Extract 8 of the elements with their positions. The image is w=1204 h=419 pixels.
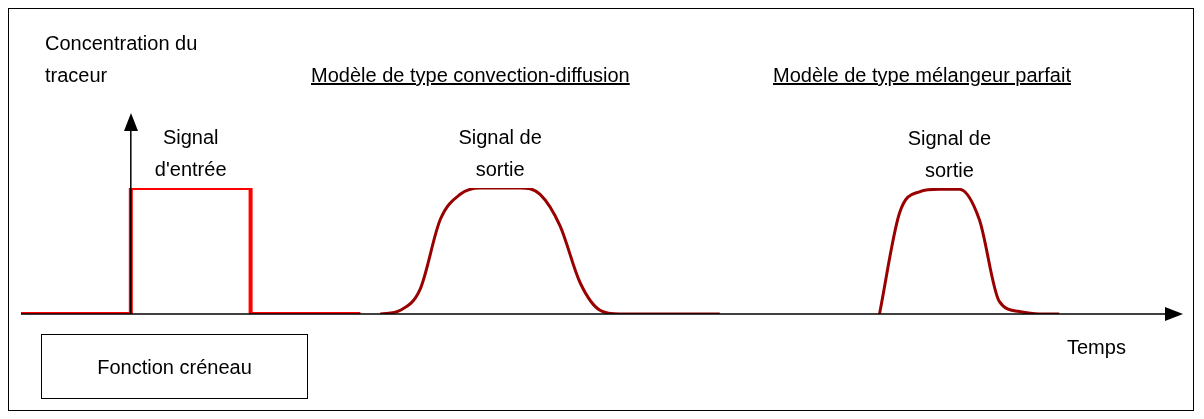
- text: Modèle de type mélangeur parfait: [773, 63, 1071, 88]
- series-label: Signal de sortie: [907, 127, 992, 182]
- text: Modèle de type convection-diffusion: [311, 63, 630, 88]
- text: Concentration du traceur: [45, 31, 199, 88]
- x-axis-title: Temps: [1067, 335, 1126, 360]
- series-label: Signal de sortie: [458, 126, 542, 180]
- text: Fonction créneau: [41, 334, 308, 399]
- series-label: Signal d'entrée: [154, 126, 227, 180]
